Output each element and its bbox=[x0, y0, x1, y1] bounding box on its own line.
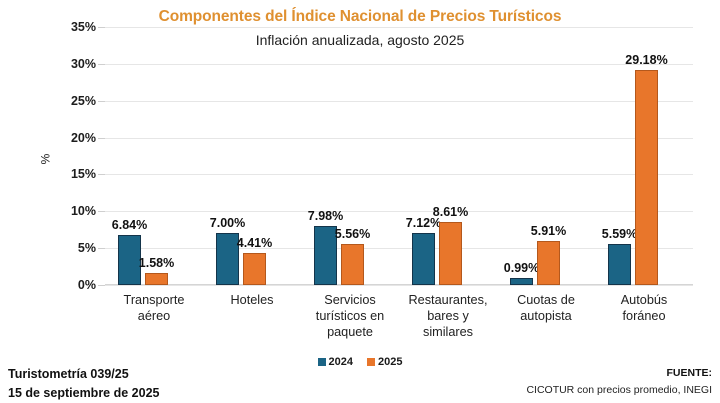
legend-swatch-icon bbox=[367, 358, 375, 366]
y-axis-tick-mark bbox=[98, 285, 105, 286]
y-axis-label: % bbox=[38, 153, 53, 165]
bar-group: 6.84% 1.58% bbox=[105, 27, 203, 285]
gridline bbox=[105, 137, 693, 139]
y-axis-tick-mark bbox=[98, 248, 105, 250]
y-axis-tick-mark bbox=[98, 27, 105, 28]
bar-group: 0.99% 5.91% bbox=[497, 27, 595, 285]
gridline bbox=[105, 63, 693, 65]
bar-value-label: 5.91% bbox=[530, 224, 567, 239]
x-axis-category-line: paquete bbox=[327, 325, 373, 339]
gridline bbox=[105, 285, 693, 286]
bar-value-label: 7.00% bbox=[209, 216, 246, 231]
bar-2025-4[interactable] bbox=[439, 221, 462, 285]
legend-label: 2025 bbox=[378, 356, 403, 368]
bar-2025-6[interactable] bbox=[635, 69, 658, 285]
x-axis-category-line: Autobús bbox=[620, 293, 668, 307]
legend-item-2024[interactable]: 2024 bbox=[317, 356, 353, 368]
source-text: CICOTUR con precios promedio, INEGI bbox=[526, 384, 712, 396]
x-axis-category-line: similares bbox=[422, 325, 474, 339]
y-axis-tick-label: 25% bbox=[70, 93, 96, 108]
gridline bbox=[105, 174, 693, 176]
bar-group: 7.98% 5.56% bbox=[301, 27, 399, 285]
x-axis-category-line: Hoteles bbox=[230, 293, 274, 307]
chart-legend: 2024 2025 bbox=[0, 356, 720, 368]
x-axis-category-line: Servicios bbox=[324, 293, 376, 307]
bar-2024-4[interactable] bbox=[412, 232, 435, 285]
y-axis-tick-mark bbox=[98, 100, 105, 102]
x-axis-category-6: Autobús foráneo bbox=[592, 292, 696, 324]
bar-2025-3[interactable] bbox=[341, 244, 364, 285]
y-axis-tick-mark bbox=[98, 63, 105, 65]
legend-swatch-icon bbox=[317, 358, 326, 366]
x-axis-category-line: autopista bbox=[520, 309, 572, 323]
bar-2025-5[interactable] bbox=[537, 241, 560, 285]
bar-value-label: 29.18% bbox=[625, 52, 668, 67]
x-axis-category-3: Servicios turísticos en paquete bbox=[298, 292, 402, 340]
y-axis-tick-label: 10% bbox=[70, 204, 96, 219]
x-axis-category-line: foráneo bbox=[622, 309, 666, 323]
y-axis-tick-label: 35% bbox=[70, 20, 96, 34]
gridline bbox=[105, 211, 693, 213]
report-id: Turistometría 039/25 bbox=[8, 367, 129, 381]
bar-group: 5.59% 29.18% bbox=[595, 27, 693, 285]
bar-2024-1[interactable] bbox=[118, 234, 141, 285]
bar-value-label: 5.59% bbox=[601, 226, 638, 241]
footer-source-info: FUENTE: CICOTUR con precios promedio, IN… bbox=[526, 365, 712, 399]
y-axis-tick-label: 20% bbox=[70, 130, 96, 145]
gridline bbox=[105, 27, 693, 28]
bar-value-label: 4.41% bbox=[236, 235, 273, 250]
bar-2024-6[interactable] bbox=[608, 243, 631, 285]
legend-label: 2024 bbox=[328, 356, 353, 368]
y-axis-tick-label: 15% bbox=[70, 167, 96, 182]
x-axis-category-line: Transporte bbox=[123, 293, 185, 307]
chart-plot-wrapper: % 35% 30% 25% 20% 15% 10% 5% 0% 6.84% 1.58% 7.00%… bbox=[38, 20, 693, 339]
x-axis-category-line: turísticos en bbox=[315, 309, 385, 323]
chart-subtitle: Inflación anualizada, agosto 2025 bbox=[255, 32, 465, 48]
plot-area: 6.84% 1.58% 7.00% 4.41% 7.98% 5.56% 7.12% 8.61%… bbox=[105, 27, 693, 286]
bar-value-label: 8.61% bbox=[432, 204, 469, 219]
legend-item-2025[interactable]: 2025 bbox=[367, 356, 402, 368]
y-axis-tick-label: 30% bbox=[70, 56, 96, 71]
x-axis-category-1: Transporte aéreo bbox=[102, 292, 206, 324]
bar-group: 7.00% 4.41% bbox=[203, 27, 301, 285]
gridline bbox=[105, 248, 693, 250]
bar-value-label: 6.84% bbox=[111, 217, 148, 232]
chart-title: Componentes del Índice Nacional de Preci… bbox=[158, 8, 562, 25]
source-title: FUENTE: bbox=[666, 367, 713, 379]
x-axis-category-5: Cuotas de autopista bbox=[494, 292, 598, 324]
y-axis-tick-label: 0% bbox=[77, 278, 96, 292]
x-axis-category-2: Hoteles bbox=[200, 292, 304, 308]
x-axis-category-line: Cuotas de bbox=[517, 293, 575, 307]
bar-value-label: 7.98% bbox=[307, 209, 344, 224]
x-axis-category-4: Restaurantes, bares y similares bbox=[396, 292, 500, 340]
x-axis-category-line: bares y bbox=[427, 309, 469, 323]
bar-2025-2[interactable] bbox=[243, 252, 266, 285]
bar-2024-3[interactable] bbox=[314, 226, 337, 285]
bar-2025-1[interactable] bbox=[145, 273, 168, 285]
footer-report-info: Turistometría 039/25 15 de septiembre de… bbox=[8, 365, 159, 403]
x-axis-category-line: aéreo bbox=[137, 309, 171, 323]
bar-group: 7.12% 8.61% bbox=[399, 27, 497, 285]
bar-value-label: 5.56% bbox=[334, 227, 371, 242]
x-axis-category-line: Restaurantes, bbox=[408, 293, 488, 307]
y-axis-tick-label: 5% bbox=[77, 241, 96, 256]
gridline bbox=[105, 100, 693, 102]
y-axis-tick-mark bbox=[98, 137, 105, 139]
bar-value-label: 7.12% bbox=[405, 215, 442, 230]
bar-2024-2[interactable] bbox=[216, 233, 239, 285]
bar-value-label: 1.58% bbox=[138, 256, 175, 271]
y-axis-tick-mark bbox=[98, 211, 105, 213]
report-date: 15 de septiembre de 2025 bbox=[8, 386, 160, 400]
x-axis-line bbox=[105, 284, 693, 285]
bar-2024-5[interactable] bbox=[510, 277, 533, 285]
y-axis-tick-mark bbox=[98, 174, 105, 176]
bar-value-label: 0.99% bbox=[503, 260, 540, 275]
